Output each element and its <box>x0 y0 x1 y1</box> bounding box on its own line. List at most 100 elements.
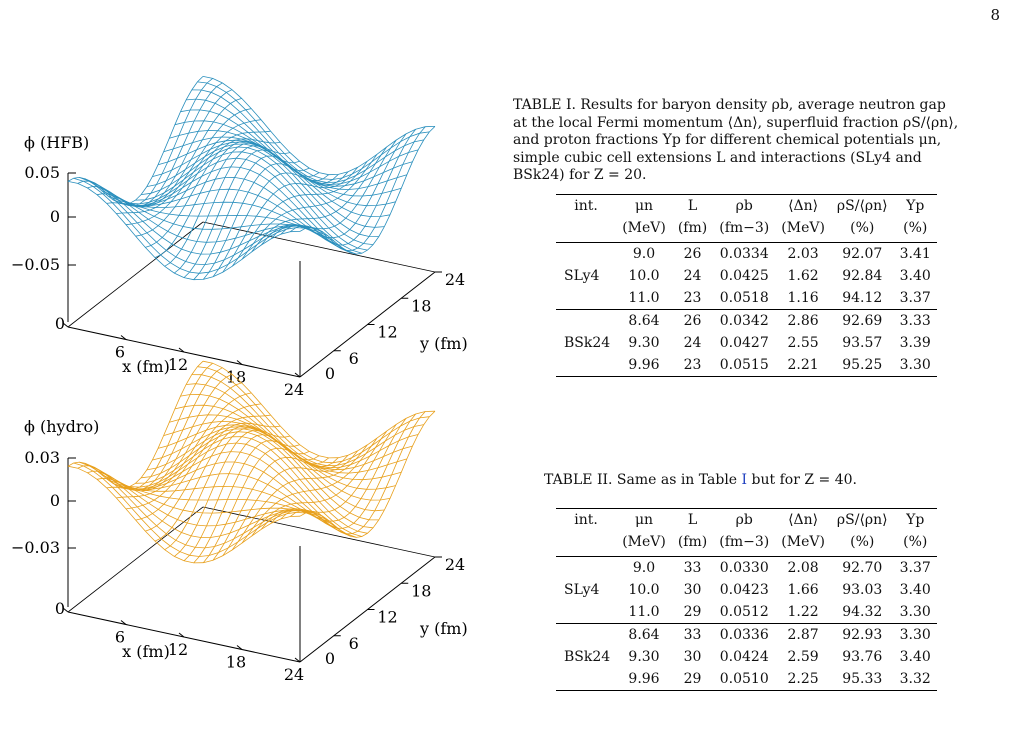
mesh-line <box>193 155 329 280</box>
table-cell: 2.25 <box>775 668 831 691</box>
x-tick-label: 6 <box>115 343 125 362</box>
table-cell: 26 <box>671 309 714 332</box>
page-number: 8 <box>990 6 1000 24</box>
interaction-label: SLy4 <box>564 268 600 284</box>
table-unit-row: (MeV) (fm) (fm−3) (MeV) (%) (%) <box>556 531 937 557</box>
table-cell: 29 <box>683 604 702 620</box>
table-cell: 2.03 <box>775 242 831 265</box>
mesh-line <box>197 81 430 180</box>
surface-mesh <box>67 76 436 281</box>
floor-edge <box>202 221 436 273</box>
mesh-line <box>270 418 407 524</box>
y-tick-label: 12 <box>377 608 397 627</box>
mesh-line <box>79 461 312 549</box>
mesh-line <box>186 98 419 185</box>
y-tick-label: 6 <box>349 634 359 653</box>
table-unit-cell: (fm) <box>677 220 708 236</box>
table-cell: 2.87 <box>775 623 831 646</box>
x-tick <box>236 645 243 650</box>
interaction-label: BSk24 <box>564 335 611 351</box>
mesh-line <box>299 126 436 255</box>
table-cell: 8.64 <box>616 623 672 646</box>
table-cell: 3.30 <box>893 354 937 377</box>
x-tick <box>178 347 185 353</box>
table-cell: 0.0427 <box>719 335 769 351</box>
table-cell: 93.57 <box>842 335 883 351</box>
x-tick <box>294 372 301 378</box>
x-tick-label: 0 <box>55 314 65 333</box>
y-tick-label: 0 <box>325 649 335 668</box>
table-header-cell: ρb <box>713 508 776 531</box>
x-tick <box>294 657 301 663</box>
table-header-cell: Yp <box>893 508 937 531</box>
x-tick <box>178 632 185 638</box>
table-row: 9.0 26 0.0334 2.03 92.07 3.41 <box>556 242 937 265</box>
mesh-line <box>280 129 417 246</box>
mesh-line <box>270 133 407 240</box>
mesh-line <box>290 126 426 251</box>
table-cell: 8.64 <box>616 309 672 332</box>
table-row: BSk24 9.30 30 0.0424 2.59 93.76 3.40 <box>556 646 937 668</box>
table-ref-link[interactable]: I <box>741 472 748 488</box>
table-cell: 1.22 <box>787 604 819 620</box>
x-tick <box>120 620 127 625</box>
table2-caption-pre: TABLE II. Same as in Table <box>544 472 742 488</box>
mesh-line <box>67 465 301 564</box>
table-header-cell: μn <box>616 194 672 217</box>
table-cell: 2.55 <box>787 335 819 351</box>
table-cell: 3.40 <box>899 582 931 598</box>
table-unit-cell: (fm) <box>677 534 708 550</box>
table-cell: 92.07 <box>830 242 894 265</box>
y-tick-label: 18 <box>411 296 431 315</box>
table-cell: 0.0510 <box>713 668 776 691</box>
table-cell: 93.03 <box>842 582 883 598</box>
table-cell: 93.76 <box>842 649 883 665</box>
table-cell: 0.0342 <box>713 309 776 332</box>
y-tick-label: 18 <box>411 581 431 600</box>
z-tick-label: −0.05 <box>11 255 60 274</box>
mesh-line <box>299 410 436 538</box>
table-cell: 23 <box>683 290 702 306</box>
table2-caption: TABLE II. Same as in Table I but for Z =… <box>544 472 857 490</box>
interaction-label <box>556 242 617 265</box>
table-cell: 92.84 <box>842 268 883 284</box>
table-cell: 3.39 <box>899 335 931 351</box>
mesh-line <box>67 181 301 281</box>
z-axis-label: ϕ (HFB) <box>24 133 89 152</box>
table-cell: 9.96 <box>616 668 672 691</box>
mesh-line <box>202 360 436 459</box>
mesh-line <box>241 437 378 544</box>
table-cell: 2.08 <box>775 556 831 579</box>
table-header-cell: int. <box>556 508 617 531</box>
table-unit-cell: (fm−3) <box>719 534 770 550</box>
table-cell: 95.25 <box>830 354 894 377</box>
mesh-line <box>191 374 424 467</box>
table-header-cell: int. <box>556 194 617 217</box>
table-header-cell: Yp <box>893 194 937 217</box>
table-cell: 0.0424 <box>719 649 769 665</box>
table-unit-cell: (%) <box>903 534 928 550</box>
mesh-line <box>251 430 388 537</box>
table-cell: 3.41 <box>893 242 937 265</box>
table-cell: 23 <box>671 354 714 377</box>
mesh-line <box>169 130 402 197</box>
table-header-cell: ρS/⟨ρn⟩ <box>830 508 894 531</box>
table-row: SLy4 10.0 30 0.0423 1.66 93.03 3.40 <box>556 579 937 601</box>
z-tick-label: 0 <box>50 491 60 510</box>
table-unit-row: (MeV) (fm) (fm−3) (MeV) (%) (%) <box>556 217 937 243</box>
table-cell: 1.66 <box>787 582 819 598</box>
floor-edge <box>67 221 204 328</box>
table-cell: 0.0334 <box>713 242 776 265</box>
mesh-line <box>106 382 242 492</box>
table-cell: 11.0 <box>628 290 660 306</box>
table-cell: 0.0423 <box>719 582 769 598</box>
table-row: SLy4 10.0 24 0.0425 1.62 92.84 3.40 <box>556 265 937 287</box>
z-tick-label: −0.03 <box>11 538 60 557</box>
z-tick-label: 0 <box>50 207 60 226</box>
table-header-cell: ⟨Δn⟩ <box>775 508 831 531</box>
surface-mesh <box>67 360 436 564</box>
table-cell: 24 <box>683 335 702 351</box>
table-cell: 92.93 <box>830 623 894 646</box>
